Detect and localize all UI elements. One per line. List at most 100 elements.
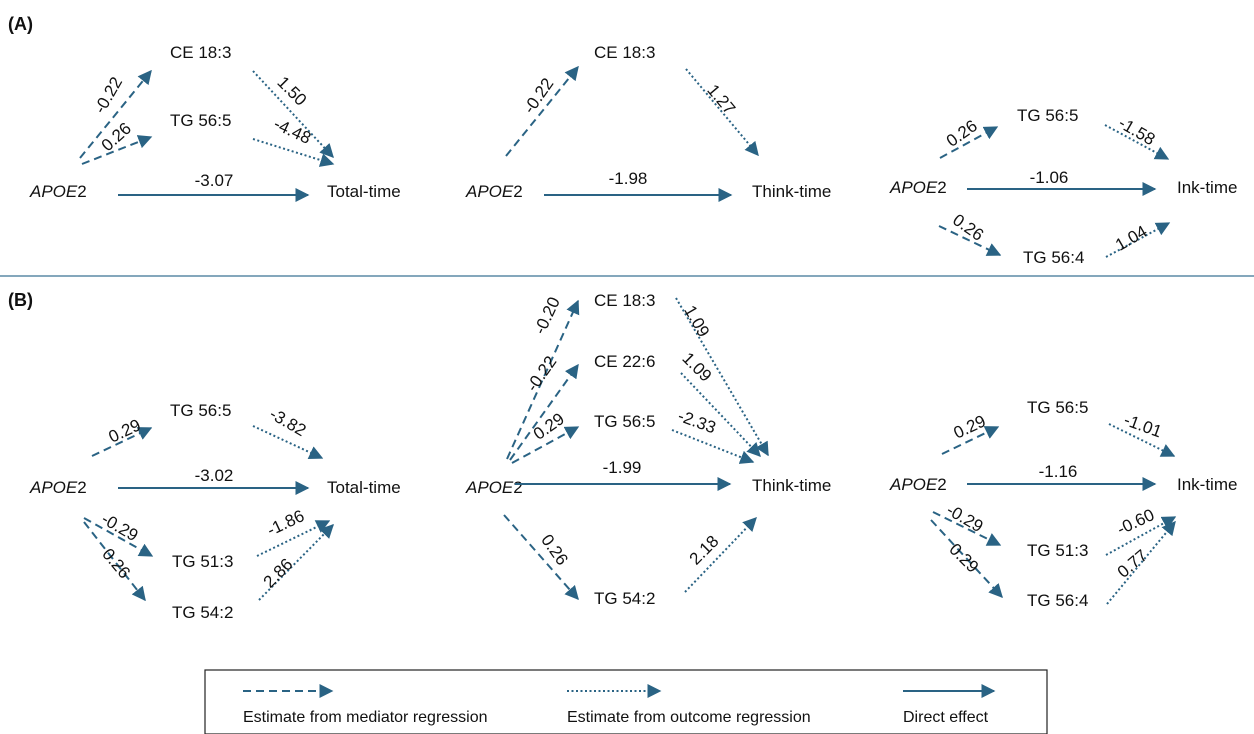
- pb-d2-m1-mediator-arrow: [506, 299, 580, 460]
- pb-d1-m1-outcome-arrow: [252, 425, 324, 460]
- pa-d1-direct-estimate: -3.07: [195, 171, 234, 190]
- pa-d3-exposure-label: APOE2: [889, 178, 947, 197]
- pb-d3-m1-outcome-estimate: -1.01: [1121, 410, 1164, 441]
- pb-d3-m3-outcome-estimate: 0.77: [1114, 546, 1152, 582]
- pb-d2-m1-outcome-arrow: [675, 297, 769, 457]
- pb-d2-m4-outcome-estimate: 2.18: [686, 532, 723, 569]
- pa-d3-m2-mediator-arrow: [938, 225, 1002, 256]
- pa-d2-m1-outcome-arrow: [685, 68, 759, 157]
- pb-d3-exposure-label: APOE2: [889, 475, 947, 494]
- panel-label-a: (A): [8, 14, 33, 34]
- pa-d2-exposure-gene: APOE: [465, 182, 514, 201]
- pa-d3-exposure-suffix: 2: [937, 178, 946, 197]
- pb-d3-m1-outcome-arrow: [1108, 423, 1176, 457]
- pa-d1-m2-outcome-arrow: [252, 138, 335, 167]
- pb-d3-m3-mediator-arrow: [930, 519, 1003, 599]
- pa-d3-m1-mediator-arrow: [939, 126, 999, 159]
- pa-d1-exposure-label: APOE2: [29, 182, 87, 201]
- pb-d1-m1-mediator-arrow: [91, 427, 153, 457]
- pa-d2-exposure-suffix: 2: [513, 182, 522, 201]
- pb-d2-outcome-label: Think-time: [752, 476, 831, 495]
- pa-d1-exposure-suffix: 2: [77, 182, 86, 201]
- pb-d3-exposure-suffix: 2: [937, 475, 946, 494]
- pb-d1-m3-mediator-arrow: [83, 521, 146, 602]
- pb-d2-exposure-gene: APOE: [465, 478, 514, 497]
- pa-d1-m2-outcome-estimate: -4.48: [271, 114, 314, 148]
- pb-d3-direct-estimate: -1.16: [1039, 462, 1078, 481]
- pb-d1-m2-mediator-label: TG 51:3: [172, 552, 233, 571]
- pb-d2-exposure-label: APOE2: [465, 478, 523, 497]
- legend-outcome-label: Estimate from outcome regression: [567, 709, 811, 726]
- pa-d3-exposure-gene: APOE: [889, 178, 938, 197]
- pb-d2-m2-mediator-arrow: [509, 363, 579, 461]
- pb-d2-direct-estimate: -1.99: [603, 458, 642, 477]
- pb-d1-exposure-label: APOE2: [29, 478, 87, 497]
- pa-d1-m1-outcome-arrow: [252, 70, 334, 159]
- pa-d1-m2-mediator-label: TG 56:5: [170, 111, 231, 130]
- pa-d1-outcome-label: Total-time: [327, 182, 401, 201]
- pb-d3-m1-mediator-label: TG 56:5: [1027, 398, 1088, 417]
- pa-d3-m2-outcome-arrow: [1105, 222, 1171, 258]
- legend-box: [204, 669, 1048, 734]
- pb-d3-m1-mediator-estimate: 0.29: [951, 411, 989, 442]
- pb-d2-m4-mediator-label: TG 54:2: [594, 589, 655, 608]
- pb-d3-exposure-gene: APOE: [889, 475, 938, 494]
- pa-d3-outcome-label: Ink-time: [1177, 178, 1237, 197]
- pa-d2-m1-mediator-arrow: [505, 65, 579, 157]
- pb-d2-exposure-suffix: 2: [513, 478, 522, 497]
- pa-d3-m1-outcome-arrow: [1104, 124, 1170, 160]
- pb-d2-m3-outcome-arrow: [671, 429, 755, 464]
- pb-d1-exposure-suffix: 2: [77, 478, 86, 497]
- pb-d3-m3-mediator-label: TG 56:4: [1027, 591, 1088, 610]
- pb-d2-m2-mediator-estimate: -0.22: [523, 353, 561, 396]
- pb-d1-direct-estimate: -3.02: [195, 466, 234, 485]
- pa-d2-m1-mediator-estimate: -0.22: [520, 75, 558, 118]
- pb-d2-m4-outcome-arrow: [684, 516, 757, 593]
- pb-d2-m3-mediator-label: TG 56:5: [594, 412, 655, 431]
- panel-label-b: (B): [8, 290, 33, 310]
- pb-d1-m1-mediator-estimate: 0.29: [106, 415, 144, 446]
- pb-d2-m3-mediator-estimate: 0.29: [530, 409, 568, 444]
- pb-d2-m3-outcome-estimate: -2.33: [675, 406, 718, 437]
- pb-d1-m2-mediator-estimate: -0.29: [98, 509, 141, 545]
- pb-d2-m2-mediator-label: CE 22:6: [594, 352, 655, 371]
- pa-d3-direct-estimate: -1.06: [1030, 168, 1069, 187]
- pa-d3-m2-mediator-label: TG 56:4: [1023, 248, 1084, 267]
- pb-d1-m3-mediator-estimate: 0.26: [98, 545, 134, 583]
- pa-d2-direct-estimate: -1.98: [609, 169, 648, 188]
- pb-d1-outcome-label: Total-time: [327, 478, 401, 497]
- pa-d1-m1-mediator-arrow: [79, 69, 152, 159]
- legend-direct-label: Direct effect: [903, 709, 989, 726]
- pa-d1-m1-mediator-label: CE 18:3: [170, 43, 231, 62]
- pa-d1-exposure-gene: APOE: [29, 182, 78, 201]
- pb-d3-m2-outcome-estimate: -0.60: [1114, 505, 1157, 539]
- pb-d1-m1-mediator-label: TG 56:5: [170, 401, 231, 420]
- pa-d3-m1-mediator-label: TG 56:5: [1017, 106, 1078, 125]
- pa-d2-outcome-label: Think-time: [752, 182, 831, 201]
- pa-d1-m2-mediator-estimate: 0.26: [98, 119, 135, 155]
- pb-d2-m4-mediator-estimate: 0.26: [537, 531, 572, 569]
- pb-d1-m2-outcome-estimate: -1.86: [264, 506, 307, 540]
- pa-d3-m2-outcome-estimate: 1.04: [1112, 222, 1150, 255]
- pb-d2-m4-mediator-arrow: [503, 514, 579, 601]
- pb-d3-m2-mediator-estimate: -0.29: [943, 500, 986, 536]
- pa-d2-m1-mediator-label: CE 18:3: [594, 43, 655, 62]
- pa-d2-exposure-label: APOE2: [465, 182, 523, 201]
- pb-d1-exposure-gene: APOE: [29, 478, 78, 497]
- pa-d1-m1-mediator-estimate: -0.22: [90, 74, 126, 117]
- pb-d3-m1-mediator-arrow: [941, 426, 1000, 455]
- legend: Estimate from mediator regression Estima…: [204, 669, 1048, 734]
- legend-mediator-label: Estimate from mediator regression: [243, 709, 488, 726]
- pb-d2-m2-outcome-arrow: [680, 372, 761, 458]
- pa-d1-m1-outcome-estimate: 1.50: [273, 73, 310, 110]
- pb-d3-m2-mediator-label: TG 51:3: [1027, 541, 1088, 560]
- pb-d1-m1-outcome-estimate: -3.82: [266, 404, 309, 440]
- pb-d2-m1-outcome-estimate: 1.09: [680, 302, 713, 340]
- pb-d1-m3-outcome-estimate: 2.86: [260, 555, 297, 592]
- pa-d2-m1-outcome-estimate: 1.27: [703, 81, 739, 119]
- pb-d2-m1-mediator-estimate: -0.20: [530, 294, 564, 337]
- pa-d3-m1-outcome-estimate: -1.58: [1115, 113, 1158, 149]
- pb-d2-m1-mediator-label: CE 18:3: [594, 291, 655, 310]
